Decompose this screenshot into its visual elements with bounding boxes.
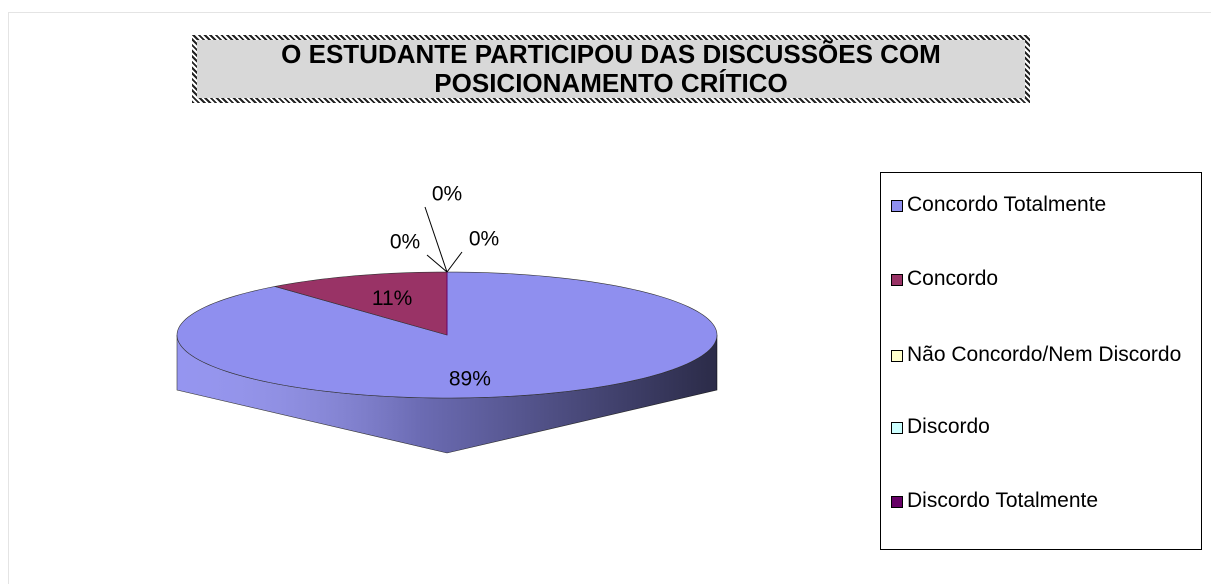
legend-label: Não Concordo/Nem Discordo <box>907 343 1182 366</box>
legend-label: Discordo <box>907 415 990 438</box>
chart-area <box>8 12 1211 584</box>
pie-slice <box>274 271 448 336</box>
pie-side-shade <box>177 335 717 453</box>
leader-line <box>424 206 448 273</box>
leader-line <box>426 254 448 273</box>
legend-label: Discordo Totalmente <box>907 489 1099 512</box>
legend-item: Não Concordo/Nem Discordo <box>891 343 1196 367</box>
legend-swatch <box>891 496 903 508</box>
data-label: 89% <box>449 367 491 390</box>
legend-swatch <box>891 200 903 212</box>
data-label: 0% <box>432 183 462 206</box>
legend-swatch <box>891 422 903 434</box>
legend-item: Discordo Totalmente <box>891 489 1196 513</box>
legend-label: Concordo Totalmente <box>907 193 1107 216</box>
legend-label: Concordo <box>907 267 999 290</box>
legend-item: Concordo <box>891 267 1196 291</box>
legend-item: Discordo <box>891 415 1196 439</box>
data-label: 0% <box>390 231 420 254</box>
leader-line <box>446 251 463 273</box>
legend-swatch <box>891 350 903 362</box>
data-label: 0% <box>469 228 499 251</box>
data-label: 11% <box>372 287 412 310</box>
legend-item: Concordo Totalmente <box>891 193 1196 217</box>
legend: Concordo Totalmente Concordo Não Concordo/… <box>880 172 1202 550</box>
legend-swatch <box>891 274 903 286</box>
chart-title: O ESTUDANTE PARTICIPOU DAS DISCUSSÕES CO… <box>192 35 1030 103</box>
